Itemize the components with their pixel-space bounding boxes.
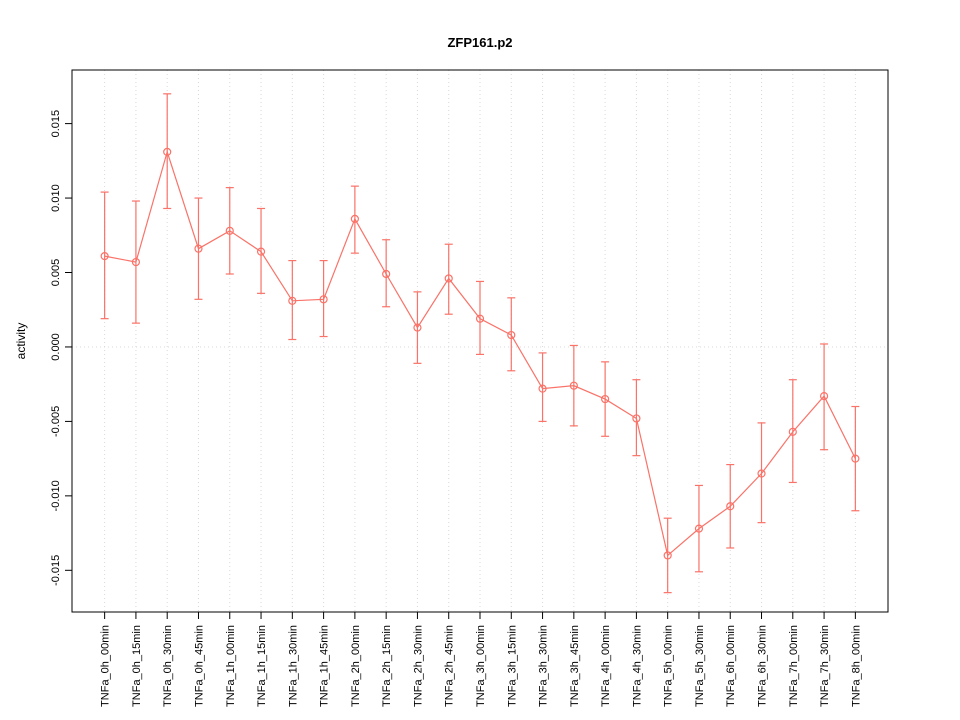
- x-tick-label: TNFa_6h_30min: [757, 625, 769, 707]
- data-point: [663, 551, 672, 560]
- data-point: [694, 524, 704, 533]
- data-point: [569, 381, 578, 390]
- x-tick-label: TNFa_3h_00min: [475, 625, 487, 707]
- data-point: [319, 295, 328, 304]
- data-point: [601, 394, 610, 404]
- x-tick-label: TNFa_5h_30min: [694, 625, 706, 707]
- data-point: [475, 314, 485, 323]
- data-point: [131, 257, 141, 267]
- x-tick-label: TNFa_0h_15min: [131, 625, 143, 707]
- x-tick-label: TNFa_7h_30min: [819, 625, 831, 707]
- y-tick-label: 0.010: [50, 184, 62, 212]
- data-point: [225, 226, 234, 235]
- y-tick-label: -0.015: [50, 555, 62, 586]
- data-point: [632, 414, 641, 423]
- y-tick-label: 0.015: [50, 110, 62, 138]
- x-tick-label: TNFa_3h_15min: [506, 625, 518, 707]
- y-tick-label: 0.000: [50, 333, 62, 361]
- x-tick-label: TNFa_6h_00min: [725, 625, 737, 707]
- y-axis-label: activity: [14, 323, 28, 360]
- data-point: [163, 147, 172, 156]
- x-tick-label: TNFa_2h_00min: [350, 625, 362, 707]
- x-tick-label: TNFa_2h_15min: [381, 625, 393, 707]
- data-point: [538, 384, 547, 393]
- data-point: [288, 296, 297, 305]
- x-tick-label: TNFa_1h_30min: [287, 625, 299, 707]
- x-tick-label: TNFa_4h_00min: [600, 625, 612, 707]
- data-point: [757, 469, 766, 478]
- chart-title: ZFP161.p2: [447, 35, 512, 50]
- x-tick-label: TNFa_8h_00min: [850, 625, 862, 707]
- data-point: [507, 330, 516, 340]
- data-point: [851, 454, 860, 463]
- data-point: [100, 252, 109, 261]
- x-tick-label: TNFa_1h_00min: [225, 625, 237, 707]
- y-tick-label: -0.010: [50, 480, 62, 511]
- data-point: [726, 502, 735, 511]
- x-tick-label: TNFa_3h_30min: [538, 625, 550, 707]
- x-tick-label: TNFa_0h_45min: [193, 625, 205, 707]
- x-tick-label: TNFa_0h_00min: [100, 625, 112, 707]
- plot-area: -0.015 -0.010 -0.005 0.000 0.005 0.010 0.015 TN…: [50, 69, 889, 707]
- x-tick-label: TNFa_4h_30min: [631, 625, 643, 707]
- x-tick-label: TNFa_7h_00min: [788, 625, 800, 707]
- data-point: [788, 427, 797, 436]
- x-tick-label: TNFa_3h_45min: [569, 625, 581, 707]
- data-point: [382, 269, 391, 279]
- data-point: [819, 391, 829, 401]
- data-point: [194, 244, 203, 253]
- data-point: [350, 214, 359, 224]
- y-tick-label: -0.005: [50, 406, 62, 437]
- x-tick-label: TNFa_5h_00min: [663, 625, 675, 707]
- data-point: [413, 323, 422, 332]
- series-line: [104, 149, 856, 557]
- x-tick-label: TNFa_2h_45min: [444, 625, 456, 707]
- x-tick-label: TNFa_1h_15min: [256, 625, 268, 707]
- x-tick-label: TNFa_2h_30min: [412, 625, 424, 707]
- x-tick-label: TNFa_0h_30min: [162, 625, 174, 707]
- data-point: [444, 274, 453, 283]
- x-tick-label: TNFa_1h_45min: [319, 625, 331, 707]
- y-tick-label: 0.005: [50, 259, 62, 287]
- data-point: [256, 247, 266, 256]
